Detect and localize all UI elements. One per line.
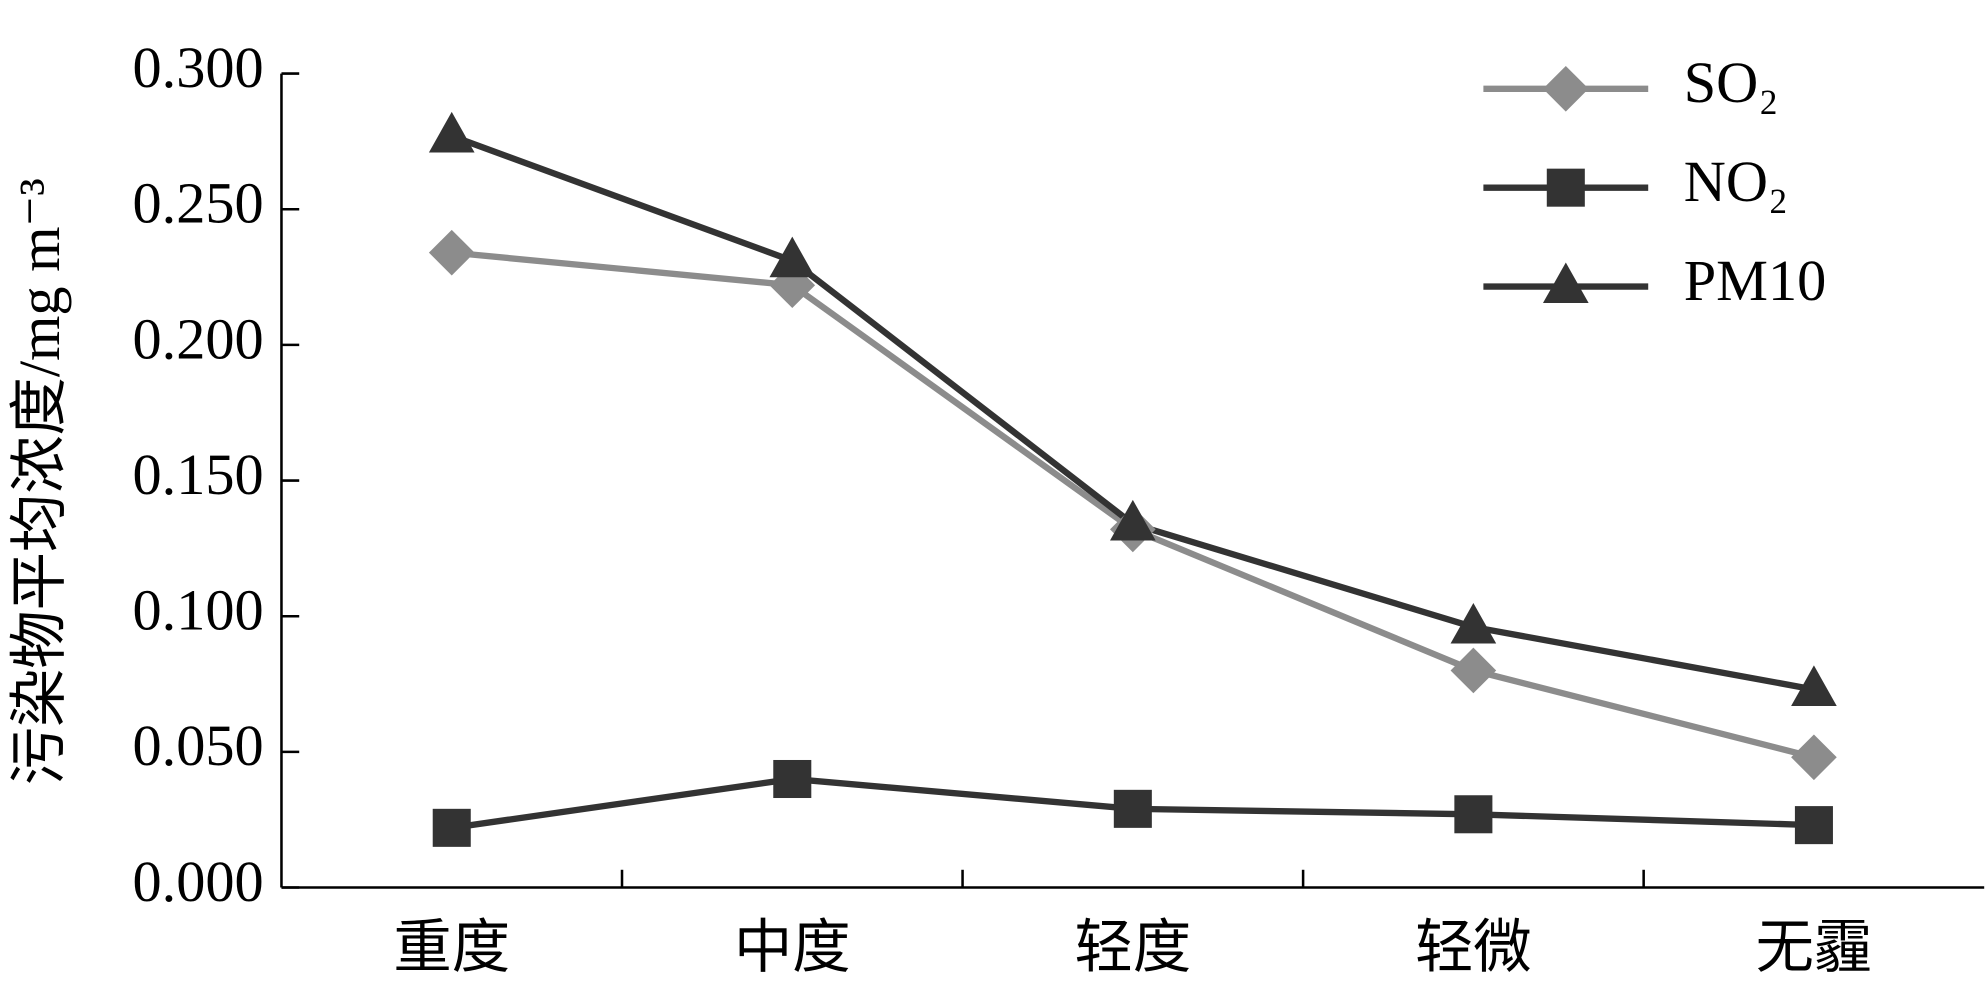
legend-label: NO₂ [1684, 149, 1789, 214]
legend-label: SO₂ [1684, 50, 1779, 115]
marker [428, 111, 475, 153]
marker [1454, 795, 1493, 834]
marker [1110, 499, 1156, 541]
marker [1791, 734, 1837, 781]
marker [1546, 168, 1585, 207]
marker [1113, 789, 1152, 828]
marker [773, 759, 812, 799]
y-tick-label: 0.100 [133, 578, 264, 643]
y-tick-label: 0.050 [133, 713, 264, 778]
x-tick-label: 中度 [734, 915, 851, 980]
x-tick-label: 重度 [393, 915, 510, 980]
marker [428, 229, 475, 276]
y-tick-label: 0.000 [133, 849, 264, 914]
x-tick-label: 轻微 [1415, 915, 1532, 980]
marker [769, 236, 816, 278]
marker [1791, 665, 1837, 706]
y-tick-label: 0.200 [133, 306, 264, 371]
marker [1450, 602, 1497, 644]
marker [1794, 806, 1833, 845]
x-tick-label: 无霾 [1756, 915, 1873, 980]
y-tick-label: 0.150 [133, 442, 264, 507]
marker [1542, 262, 1589, 304]
y-tick-label: 0.300 [133, 35, 264, 100]
y-tick-label: 0.250 [133, 171, 264, 236]
marker [1542, 65, 1589, 112]
series-line [450, 132, 1815, 693]
x-tick-label: 轻度 [1075, 915, 1192, 980]
legend-label: PM10 [1684, 248, 1827, 313]
marker [432, 808, 471, 847]
y-axis-label: 污染物平均浓度/mg m⁻³ [7, 178, 72, 785]
marker [1450, 647, 1497, 694]
